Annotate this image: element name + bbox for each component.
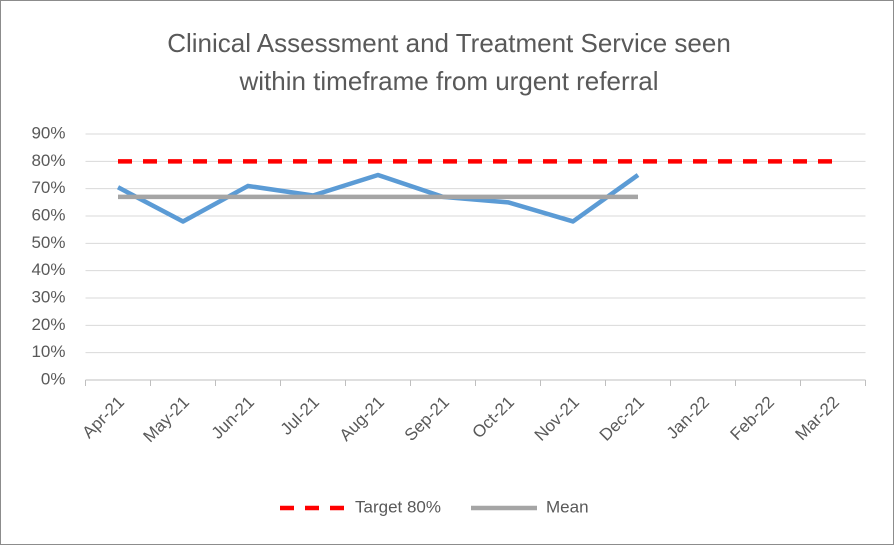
y-tick-label: 90%	[31, 123, 65, 142]
y-tick-label: 20%	[31, 315, 65, 334]
y-tick-label: 10%	[31, 342, 65, 361]
y-tick-label: 70%	[31, 178, 65, 197]
y-tick-label: 40%	[31, 260, 65, 279]
chart-title: Clinical Assessment and Treatment Servic…	[167, 28, 731, 58]
y-tick-label: 0%	[41, 369, 66, 388]
y-tick-label: 80%	[31, 151, 65, 170]
legend-label: Mean	[546, 497, 589, 516]
y-tick-label: 50%	[31, 233, 65, 252]
chart-title: within timeframe from urgent referral	[238, 66, 658, 96]
legend-label: Target 80%	[355, 497, 441, 516]
series-line	[116, 172, 640, 224]
y-tick-label: 60%	[31, 205, 65, 224]
y-tick-label: 30%	[31, 287, 65, 306]
